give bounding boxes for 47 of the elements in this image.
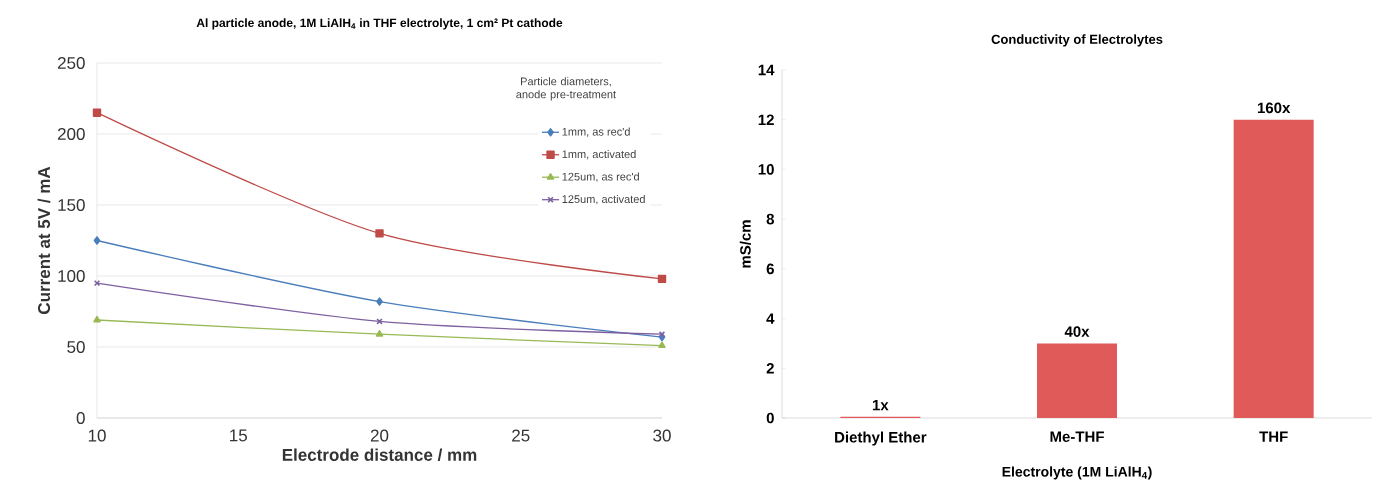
y-tick-label: 250: [57, 56, 85, 70]
bar: [1037, 343, 1118, 418]
legend-label: 125um, as rec'd: [562, 172, 639, 182]
annotation: 160x: [1257, 102, 1291, 114]
y-tick-label: 8: [766, 213, 775, 225]
annotation: 1x: [872, 399, 889, 411]
legend-label: 125um, activated: [562, 194, 645, 205]
y-tick-label: 4: [766, 313, 775, 324]
y-tick-label: 0: [766, 412, 774, 424]
chart-title: Conductivity of Electrolytes: [991, 34, 1163, 47]
point: [93, 315, 101, 323]
x-axis-title: Electrolyte (1M LiAlH$_{4}$): [1002, 466, 1152, 480]
y-tick-label: 2: [766, 363, 774, 374]
y-tick-label: 50: [67, 340, 85, 354]
y-tick-label: 150: [58, 198, 85, 212]
bar: [1233, 119, 1314, 418]
y-axis-title: Current at 5V / mA: [37, 166, 51, 314]
x-tick-label: 10: [88, 429, 106, 442]
point: [375, 229, 384, 238]
y-tick-label: 10: [758, 164, 774, 175]
y-tick-label: 200: [57, 127, 85, 141]
y-tick-label: 6: [766, 263, 774, 275]
y-tick-label: 12: [758, 114, 774, 125]
chart-title: Al particle anode, 1M LiAlH$_{4}$ in THF electrolyte, 1 cm² Pt cathode: [196, 18, 563, 30]
x-tick-label: Diethyl Ether: [835, 431, 927, 446]
x-tick-label: Me-THF: [1050, 431, 1104, 442]
y-axis-title: mS/cm: [739, 220, 751, 268]
legend-title: Particle diameters, anode pre-treatment: [516, 77, 616, 101]
y-tick-label: 100: [58, 269, 85, 283]
point: [375, 330, 384, 337]
x-tick-label: 25: [512, 429, 530, 442]
legend-label: 1mm, as rec'd: [562, 127, 630, 137]
y-tick-label: 14: [758, 64, 775, 76]
x-tick-label: 20: [370, 429, 389, 442]
point: [92, 108, 102, 117]
x-tick-label: 15: [230, 429, 247, 442]
point: [658, 341, 666, 349]
point: [93, 236, 101, 245]
legend-label: 1mm, activated: [562, 150, 636, 160]
point: [657, 274, 667, 284]
point: [376, 318, 383, 325]
x-tick-label: THF: [1259, 431, 1288, 442]
annotation: 40x: [1064, 326, 1090, 337]
y-tick-label: 0: [76, 411, 85, 425]
point: [376, 297, 383, 306]
x-axis-title: Electrode distance / mm: [282, 448, 477, 462]
x-tick-label: 30: [653, 429, 671, 442]
